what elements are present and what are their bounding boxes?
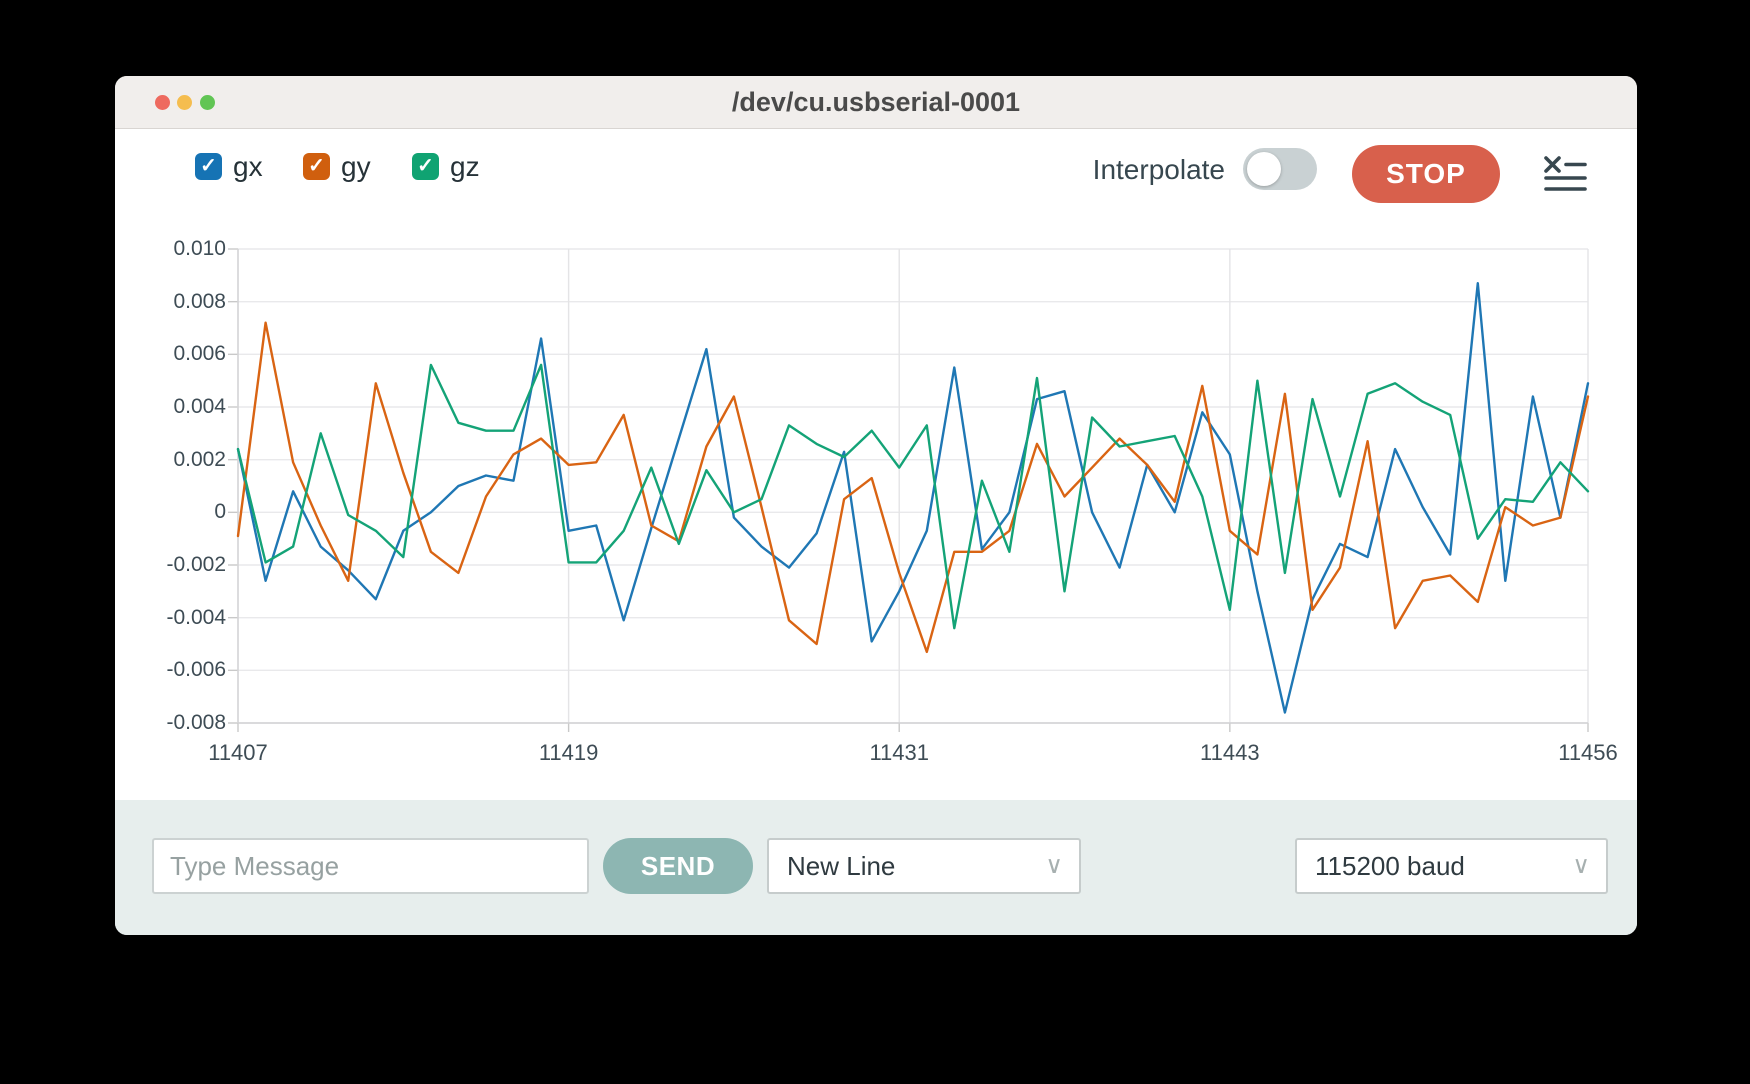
close-window-button[interactable] [155,95,170,110]
title-bar: /dev/cu.usbserial-0001 [115,76,1637,129]
line-ending-select[interactable]: New Line ∨ [767,838,1081,894]
checkbox-gz-label: gz [450,151,480,182]
message-input[interactable] [152,838,589,894]
chart-plot-area [228,248,1590,732]
y-tick-label: -0.006 [166,658,226,682]
series-line-gx [236,282,1590,714]
minimize-window-button[interactable] [177,95,192,110]
zoom-window-button[interactable] [200,95,215,110]
send-button[interactable]: SEND [603,838,753,894]
x-tick-label: 11431 [869,740,929,765]
stop-button[interactable]: STOP [1352,145,1500,203]
series-line-gz [236,363,1590,630]
chevron-down-icon: ∨ [1572,852,1590,879]
checkbox-gz[interactable]: ✓ [412,153,439,180]
window-title: /dev/cu.usbserial-0001 [731,87,1021,117]
series-line-gy [236,321,1590,654]
x-tick-label: 11456 [1558,740,1618,765]
chart-svg [228,248,1590,732]
clear-list-icon[interactable] [1543,155,1588,193]
y-tick-label: -0.002 [166,553,226,576]
check-icon: ✓ [200,155,217,177]
y-tick-label: 0 [214,500,226,524]
line-ending-value: New Line [787,851,896,881]
interpolate-toggle[interactable] [1243,148,1317,190]
x-tick-label: 11419 [538,740,599,765]
checkbox-gx[interactable]: ✓ [195,153,222,180]
y-tick-label: 0.010 [173,237,226,260]
y-tick-label: 0.002 [173,447,226,471]
x-tick-label: 11443 [1200,740,1260,765]
check-icon: ✓ [308,155,325,177]
toggle-knob-icon [1247,152,1281,186]
chevron-down-icon: ∨ [1045,852,1063,879]
y-tick-label: 0.004 [173,395,226,418]
y-tick-label: 0.006 [173,342,226,366]
baud-rate-value: 115200 baud [1315,851,1465,881]
check-icon: ✓ [417,155,434,177]
checkbox-gx-label: gx [233,151,263,182]
interpolate-label: Interpolate [1092,154,1225,185]
checkbox-gy-label: gy [341,151,371,182]
checkbox-gy[interactable]: ✓ [303,153,330,180]
y-tick-label: 0.008 [173,289,226,313]
baud-rate-select[interactable]: 115200 baud ∨ [1295,838,1608,894]
y-tick-label: -0.008 [166,711,226,734]
y-tick-label: -0.004 [166,605,226,629]
serial-plotter-window: /dev/cu.usbserial-0001 ✓ gx ✓ gy ✓ gz In… [115,76,1637,935]
x-tick-label: 11407 [208,740,268,765]
